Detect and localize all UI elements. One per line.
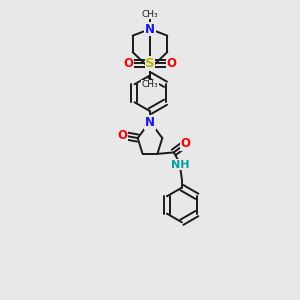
Text: O: O [117,129,127,142]
Text: O: O [167,57,176,70]
Text: O: O [124,57,134,70]
Text: N: N [145,116,155,129]
Text: O: O [181,137,191,150]
Text: N: N [145,22,155,36]
Text: CH₃: CH₃ [142,80,158,89]
Text: S: S [145,57,155,70]
Text: CH₃: CH₃ [142,10,158,19]
Text: NH: NH [171,160,190,170]
